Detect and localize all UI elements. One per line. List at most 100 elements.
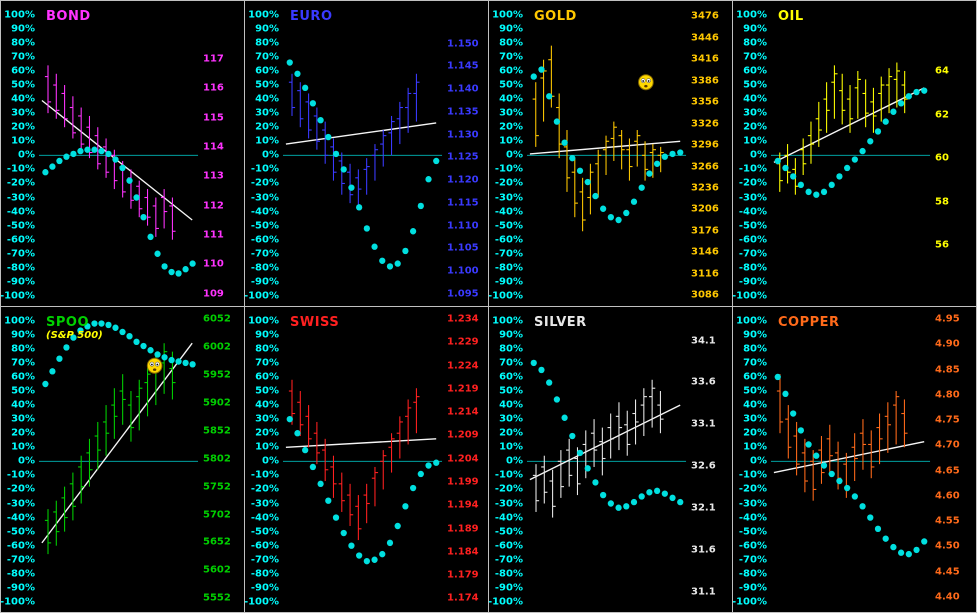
percent-tick: -80% bbox=[738, 262, 767, 274]
percent-tick: -50% bbox=[494, 526, 523, 538]
percent-axis: 100% 90% 80% 70% 60% 50% 40% 30% 20% 10% 0% -10% -20… bbox=[733, 1, 770, 306]
percent-tick: 10% bbox=[743, 135, 767, 147]
percent-tick: 10% bbox=[11, 135, 35, 147]
price-cycle-chart bbox=[38, 65, 199, 277]
panel-swiss[interactable]: 100% 90% 80% 70% 60% 50% 40% 30% 20% 10% 0% -10% -20… bbox=[245, 307, 488, 612]
percent-tick: 0% bbox=[18, 149, 35, 161]
percent-tick: -60% bbox=[738, 540, 767, 552]
percent-tick: -90% bbox=[494, 582, 523, 594]
price-tick: 3446 bbox=[691, 32, 719, 44]
percent-tick: 10% bbox=[499, 135, 523, 147]
price-tick: 4.40 bbox=[935, 591, 960, 603]
percent-tick: -50% bbox=[250, 220, 279, 232]
price-tick: 3296 bbox=[691, 139, 719, 151]
percent-tick: 80% bbox=[743, 37, 767, 49]
percent-tick: -50% bbox=[6, 220, 35, 232]
percent-tick: 20% bbox=[499, 121, 523, 133]
percent-tick: 40% bbox=[11, 399, 35, 411]
percent-tick: -90% bbox=[494, 276, 523, 288]
percent-tick: -30% bbox=[738, 498, 767, 509]
percent-tick: 0% bbox=[506, 149, 523, 161]
price-tick: 1.189 bbox=[447, 523, 479, 534]
percent-tick: -30% bbox=[738, 192, 767, 203]
price-tick: 1.179 bbox=[447, 569, 479, 581]
percent-tick: -40% bbox=[494, 512, 523, 524]
price-tick: 60 bbox=[935, 152, 949, 164]
percent-tick: 20% bbox=[11, 121, 35, 133]
panel-title: COPPER bbox=[778, 315, 840, 330]
percent-tick: -20% bbox=[738, 483, 767, 495]
percent-tick: -40% bbox=[250, 206, 279, 218]
percent-tick: 80% bbox=[11, 343, 35, 355]
percent-tick: -60% bbox=[494, 540, 523, 552]
percent-tick: -40% bbox=[250, 512, 279, 524]
price-tick: 32.6 bbox=[691, 460, 716, 472]
percent-tick: 60% bbox=[255, 371, 279, 383]
percent-tick: -10% bbox=[250, 469, 279, 481]
price-tick: 3236 bbox=[691, 182, 719, 194]
price-tick: 3146 bbox=[691, 246, 719, 258]
price-tick: 3416 bbox=[691, 53, 719, 65]
percent-tick: 60% bbox=[11, 65, 35, 77]
percent-axis: 100% 90% 80% 70% 60% 50% 40% 30% 20% 10% 0% -10% -20… bbox=[733, 307, 770, 612]
percent-tick: 30% bbox=[11, 413, 35, 425]
percent-tick: 100% bbox=[736, 9, 767, 21]
percent-tick: 10% bbox=[255, 441, 279, 453]
price-tick: 3356 bbox=[691, 96, 719, 108]
price-tick: 1.115 bbox=[447, 197, 479, 209]
price-tick: 1.209 bbox=[447, 429, 479, 441]
price-tick: 6052 bbox=[203, 313, 231, 325]
percent-tick: -30% bbox=[250, 498, 279, 509]
price-cycle-chart bbox=[38, 320, 199, 555]
percent-tick: 90% bbox=[499, 23, 523, 35]
panel-gold[interactable]: 100% 90% 80% 70% 60% 50% 40% 30% 20% 10% 0% -10% -20… bbox=[489, 1, 732, 306]
price-tick: 5702 bbox=[203, 509, 231, 521]
price-tick: 1.194 bbox=[447, 499, 479, 511]
percent-tick: 20% bbox=[743, 427, 767, 439]
percent-tick: 70% bbox=[11, 51, 35, 63]
price-tick: 33.6 bbox=[691, 376, 716, 388]
plot-area: SWISS bbox=[282, 307, 444, 612]
price-tick: 5952 bbox=[203, 369, 231, 381]
percent-tick: 10% bbox=[499, 441, 523, 453]
price-tick: 114 bbox=[203, 141, 224, 153]
price-tick: 4.80 bbox=[935, 389, 960, 401]
panel-bond[interactable]: 100% 90% 80% 70% 60% 50% 40% 30% 20% 10% 0% -10% -20… bbox=[1, 1, 244, 306]
price-tick: 112 bbox=[203, 200, 224, 212]
percent-tick: 40% bbox=[255, 93, 279, 105]
percent-tick: 90% bbox=[743, 329, 767, 341]
percent-tick: 100% bbox=[248, 315, 279, 327]
percent-tick: -10% bbox=[494, 469, 523, 481]
percent-tick: -40% bbox=[6, 512, 35, 524]
percent-tick: 90% bbox=[11, 329, 35, 341]
price-tick: 3326 bbox=[691, 118, 719, 130]
panel-oil[interactable]: 100% 90% 80% 70% 60% 50% 40% 30% 20% 10% 0% -10% -20… bbox=[733, 1, 976, 306]
percent-tick: 100% bbox=[492, 9, 523, 21]
percent-tick: 50% bbox=[255, 385, 279, 397]
panel-silver[interactable]: 100% 90% 80% 70% 60% 50% 40% 30% 20% 10% 0% -10% -20… bbox=[489, 307, 732, 612]
price-tick: 1.204 bbox=[447, 453, 479, 465]
panel-title: SPOO bbox=[46, 315, 89, 330]
plot-area: GOLD bbox=[526, 1, 688, 306]
worried-smiley-icon bbox=[146, 357, 163, 374]
price-axis: 1.234 1.229 1.224 1.219 1.214 1.209 1.204 1.199… bbox=[444, 307, 488, 612]
percent-tick: -80% bbox=[6, 262, 35, 274]
panel-copper[interactable]: 100% 90% 80% 70% 60% 50% 40% 30% 20% 10% 0% -10% -20… bbox=[733, 307, 976, 612]
panel-euro[interactable]: 100% 90% 80% 70% 60% 50% 40% 30% 20% 10% 0% -10% -20… bbox=[245, 1, 488, 306]
price-tick: 3266 bbox=[691, 161, 719, 173]
price-tick: 1.229 bbox=[447, 336, 479, 348]
percent-tick: 30% bbox=[255, 107, 279, 119]
percent-tick: 70% bbox=[499, 357, 523, 369]
percent-tick: 90% bbox=[255, 23, 279, 35]
panel-title: EURO bbox=[290, 9, 333, 24]
percent-tick: -50% bbox=[6, 526, 35, 538]
percent-tick: -80% bbox=[738, 568, 767, 580]
percent-tick: -90% bbox=[738, 582, 767, 594]
price-tick: 5552 bbox=[203, 592, 231, 604]
price-tick: 1.135 bbox=[447, 106, 479, 118]
percent-tick: -40% bbox=[738, 206, 767, 218]
panel-spoo[interactable]: 100% 90% 80% 70% 60% 50% 40% 30% 20% 10% 0% -10% -20… bbox=[1, 307, 244, 612]
price-tick: 31.6 bbox=[691, 544, 716, 556]
percent-tick: -90% bbox=[250, 276, 279, 288]
percent-tick: 70% bbox=[255, 357, 279, 369]
